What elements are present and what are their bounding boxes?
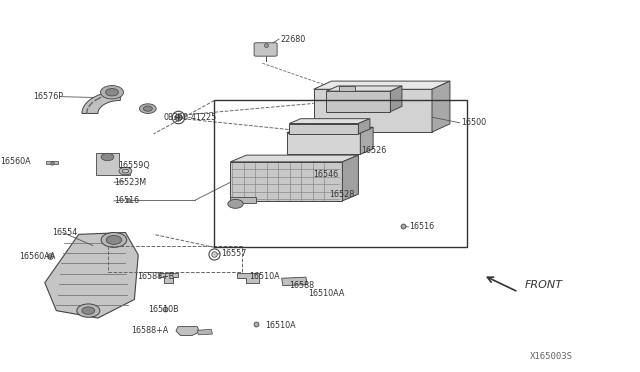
FancyBboxPatch shape xyxy=(254,43,277,56)
Polygon shape xyxy=(432,81,450,132)
Circle shape xyxy=(77,304,100,317)
Text: 16576P: 16576P xyxy=(33,92,63,101)
Text: 16510B: 16510B xyxy=(148,305,179,314)
Text: 16500: 16500 xyxy=(461,118,486,127)
Text: 08360-41225: 08360-41225 xyxy=(163,113,216,122)
Polygon shape xyxy=(314,89,432,132)
Text: 16510AA: 16510AA xyxy=(308,289,345,298)
Circle shape xyxy=(100,86,124,99)
Polygon shape xyxy=(230,162,342,201)
Polygon shape xyxy=(342,155,358,201)
Polygon shape xyxy=(287,127,373,133)
Circle shape xyxy=(140,104,156,113)
Text: 16588: 16588 xyxy=(289,281,314,290)
Polygon shape xyxy=(282,277,307,286)
Circle shape xyxy=(101,232,127,247)
Text: 16588+B: 16588+B xyxy=(138,272,175,280)
Text: 16528: 16528 xyxy=(330,190,355,199)
Text: 16559Q: 16559Q xyxy=(118,161,150,170)
Text: 16560A: 16560A xyxy=(0,157,31,166)
Polygon shape xyxy=(287,133,360,154)
Polygon shape xyxy=(96,153,130,175)
Text: 16510A: 16510A xyxy=(250,272,280,280)
Text: 16516: 16516 xyxy=(410,222,435,231)
Polygon shape xyxy=(339,86,355,91)
Polygon shape xyxy=(45,232,138,318)
Text: 16510A: 16510A xyxy=(266,321,296,330)
Text: 22680: 22680 xyxy=(280,35,305,44)
Polygon shape xyxy=(46,161,58,164)
Text: FRONT: FRONT xyxy=(525,280,563,290)
Polygon shape xyxy=(82,91,120,113)
Text: 16523M: 16523M xyxy=(114,178,146,187)
Text: 16588+A: 16588+A xyxy=(131,326,168,335)
Polygon shape xyxy=(237,273,259,283)
Circle shape xyxy=(106,235,122,244)
Polygon shape xyxy=(326,86,402,91)
Text: 16557: 16557 xyxy=(221,249,246,258)
Circle shape xyxy=(106,89,118,96)
Polygon shape xyxy=(326,91,390,112)
Polygon shape xyxy=(197,329,212,335)
Text: 16526: 16526 xyxy=(362,146,387,155)
Polygon shape xyxy=(289,119,370,124)
Text: 16560AA: 16560AA xyxy=(19,252,56,261)
Bar xyxy=(214,100,467,247)
Polygon shape xyxy=(314,81,450,89)
Polygon shape xyxy=(358,119,370,134)
Polygon shape xyxy=(230,197,256,203)
Polygon shape xyxy=(230,155,358,162)
Polygon shape xyxy=(390,86,402,112)
Text: 16554: 16554 xyxy=(52,228,77,237)
Text: 16516: 16516 xyxy=(114,196,139,205)
Circle shape xyxy=(82,307,95,314)
Polygon shape xyxy=(159,273,178,283)
Text: X165003S: X165003S xyxy=(530,352,573,361)
Bar xyxy=(108,246,242,272)
Polygon shape xyxy=(289,124,358,134)
Text: 16546: 16546 xyxy=(314,170,339,179)
Circle shape xyxy=(143,106,152,111)
Circle shape xyxy=(228,199,243,208)
Polygon shape xyxy=(176,327,200,336)
Polygon shape xyxy=(360,127,373,154)
Circle shape xyxy=(101,153,114,161)
